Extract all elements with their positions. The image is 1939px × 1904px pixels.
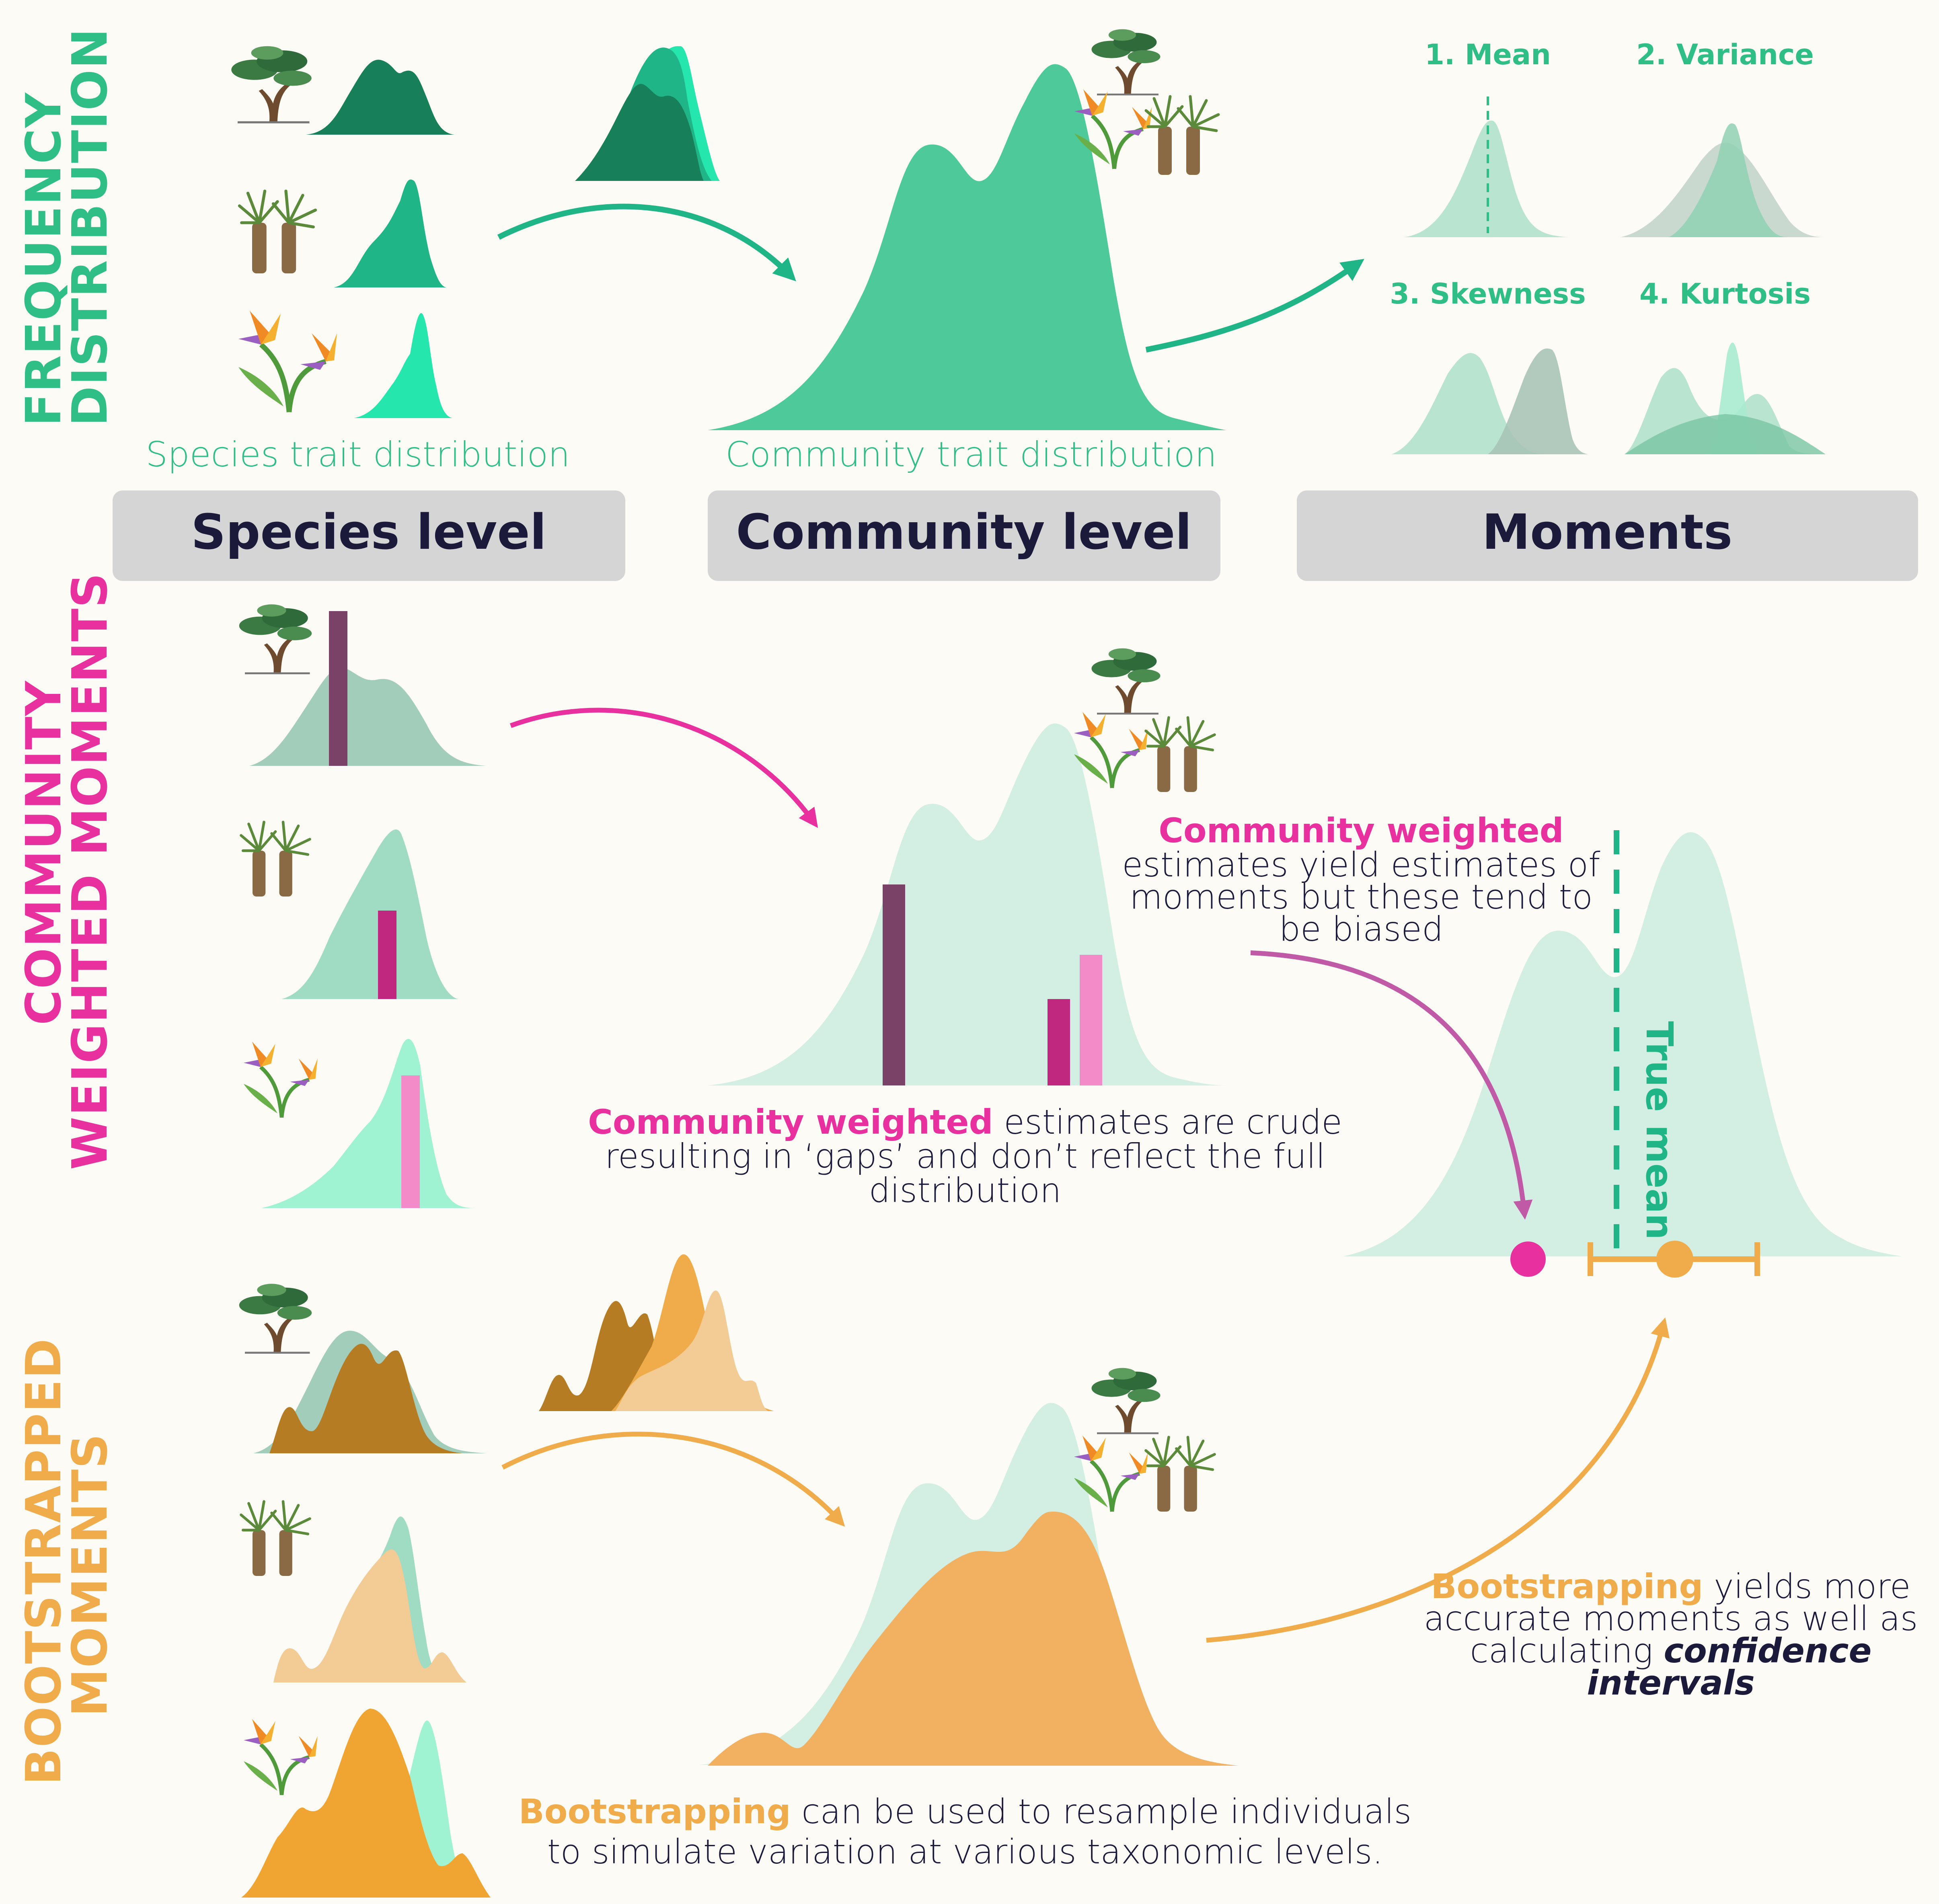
- species-dist-bird: [354, 313, 452, 418]
- row-title-weighted-line2: WEIGHTED MOMENTS: [62, 572, 118, 1170]
- bootstrap-accurate-italic1: confidence: [1664, 1631, 1871, 1670]
- weighted-biased-line2: moments but these tend to: [1130, 877, 1593, 917]
- arrow-biased-to-estimate: [1250, 950, 1533, 1220]
- bootstrap-resample-line2: to simulate variation at various taxonom…: [547, 1832, 1383, 1871]
- weighted-bar-bird: [401, 1075, 420, 1208]
- bonsai-tree-icon: [1091, 1368, 1161, 1434]
- bootstrap-accurate-italic2: intervals: [1587, 1663, 1754, 1703]
- bonsai-tree-icon: [239, 1284, 312, 1354]
- row-title-weighted: COMMUNITY WEIGHTED MOMENTS: [16, 572, 118, 1170]
- species-level-label: Species level: [191, 505, 546, 560]
- row-title-bootstrap: BOOTSTRAPPED MOMENTS: [16, 1338, 118, 1785]
- bootstrap-resample-highlight: Bootstrapping: [519, 1792, 791, 1831]
- bootstrap-species-dist-bonsai: [253, 1331, 487, 1453]
- row-title-weighted-line1: COMMUNITY: [16, 680, 72, 1025]
- weighted-crude-line2: resulting in ‘gaps’ and don’t reflect th…: [605, 1137, 1325, 1176]
- weighted-crude-highlight: Community weighted: [588, 1102, 993, 1142]
- moment-variance-plot: [1621, 123, 1826, 237]
- arrow-bootstrap-species-to-community: [501, 1432, 845, 1527]
- weighted-crude-line3: distribution: [869, 1171, 1062, 1210]
- species-combined-dist: [575, 46, 720, 181]
- row-title-frequency: FREQUENCY DISTRIBUTION: [16, 28, 118, 426]
- palm-trees-icon: [241, 1502, 310, 1576]
- svg-text:calculating confidence: calculating confidence: [1470, 1631, 1872, 1670]
- species-caption: Species trait distribution: [146, 435, 570, 475]
- bird-of-paradise-icon: [244, 1042, 318, 1118]
- community-caption: Community trait distribution: [725, 435, 1217, 475]
- bootstrap-accurate-line3: calculating: [1470, 1631, 1664, 1670]
- weighted-species-dist-bird: [261, 1039, 474, 1208]
- bootstrap-accurate-line2: accurate moments as well as: [1424, 1599, 1918, 1638]
- bootstrap-species-dist-palm: [273, 1516, 466, 1682]
- arrow-weighted-species-to-community: [509, 708, 818, 828]
- moment-kurtosis-plot: [1625, 343, 1826, 454]
- bootstrap-accurate-note: Bootstrapping yields more accurate momen…: [1424, 1567, 1918, 1703]
- svg-text:Community weighted estimates a: Community weighted estimates are crude: [588, 1102, 1342, 1142]
- bootstrap-community-distribution: [708, 1512, 1239, 1766]
- bird-of-paradise-icon: [238, 311, 337, 412]
- species-dist-palm: [334, 179, 446, 287]
- palm-trees-icon: [241, 822, 310, 897]
- bird-of-paradise-icon: [244, 1719, 318, 1795]
- moments-panel: [1297, 490, 1918, 581]
- community-level-panel: [708, 490, 1220, 581]
- community-level-label: Community level: [736, 505, 1191, 560]
- arrow-bootstrap-to-estimate: [1206, 1317, 1670, 1643]
- weighted-crude-note: Community weighted estimates are crude r…: [588, 1102, 1342, 1210]
- svg-text:Bootstrapping yields more: Bootstrapping yields more: [1431, 1567, 1911, 1606]
- palm-trees-icon: [1146, 718, 1215, 792]
- bootstrap-accurate-line1: yields more: [1703, 1567, 1910, 1606]
- bonsai-tree-icon: [1091, 648, 1161, 715]
- bootstrap-species-dist-bird: [241, 1709, 491, 1898]
- weighted-bar-bonsai: [329, 611, 347, 766]
- bootstrap-estimate-point: [1656, 1241, 1693, 1278]
- bonsai-tree-icon: [239, 604, 312, 675]
- species-dist-bonsai: [306, 60, 454, 135]
- svg-text:Bootstrapping can be used to r: Bootstrapping can be used to resample in…: [519, 1792, 1411, 1831]
- bird-of-paradise-icon: [1074, 712, 1148, 788]
- community-trait-distribution: [708, 64, 1226, 431]
- bonsai-tree-icon: [231, 46, 312, 123]
- weighted-estimate-point: [1510, 1241, 1546, 1277]
- weighted-species-dist-palm: [281, 829, 458, 999]
- moments-label: Moments: [1482, 505, 1733, 560]
- moment-variance-label: 2. Variance: [1636, 38, 1814, 71]
- true-mean-label: True mean: [1638, 1021, 1681, 1240]
- moment-skewness-plot: [1391, 348, 1588, 454]
- bootstrap-resample-note: Bootstrapping can be used to resample in…: [519, 1792, 1411, 1871]
- palm-trees-icon: [1146, 96, 1218, 175]
- moment-skewness-label: 3. Skewness: [1390, 277, 1586, 310]
- weighted-crude-line1: estimates are crude: [993, 1102, 1342, 1142]
- row-title-frequency-line2: DISTRIBUTION: [62, 28, 118, 426]
- palm-trees-icon: [240, 191, 316, 273]
- arrow-community-to-moments: [1145, 259, 1364, 353]
- row-title-frequency-line1: FREQUENCY: [16, 92, 72, 426]
- row-title-bootstrap-line2: MOMENTS: [62, 1433, 118, 1717]
- weighted-community-bar-palm: [1048, 999, 1070, 1085]
- weighted-species-dist-bonsai: [249, 667, 487, 766]
- bonsai-tree-icon: [1091, 29, 1161, 96]
- moment-kurtosis-label: 4. Kurtosis: [1639, 277, 1811, 310]
- moment-mean-label: 1. Mean: [1425, 38, 1551, 71]
- true-distribution: [1343, 832, 1902, 1256]
- weighted-biased-note: Community weighted estimates yield estim…: [1122, 811, 1600, 949]
- weighted-community-bar-bonsai: [883, 884, 905, 1085]
- weighted-biased-highlight: Community weighted: [1158, 811, 1564, 850]
- weighted-community-bar-bird: [1080, 955, 1102, 1085]
- arrow-species-to-community: [497, 203, 796, 281]
- species-level-panel: [113, 490, 625, 581]
- weighted-biased-line1: estimates yield estimates of: [1122, 845, 1600, 884]
- weighted-biased-line3: be biased: [1279, 909, 1444, 949]
- weighted-bar-palm: [378, 911, 396, 999]
- palm-trees-icon: [1146, 1437, 1215, 1512]
- bootstrap-combined-dist: [539, 1254, 774, 1411]
- bootstrap-accurate-highlight: Bootstrapping: [1431, 1567, 1703, 1606]
- moment-mean-plot: [1403, 96, 1568, 237]
- bootstrap-resample-line1: can be used to resample individuals: [791, 1792, 1412, 1831]
- row-title-bootstrap-line1: BOOTSTRAPPED: [16, 1338, 72, 1785]
